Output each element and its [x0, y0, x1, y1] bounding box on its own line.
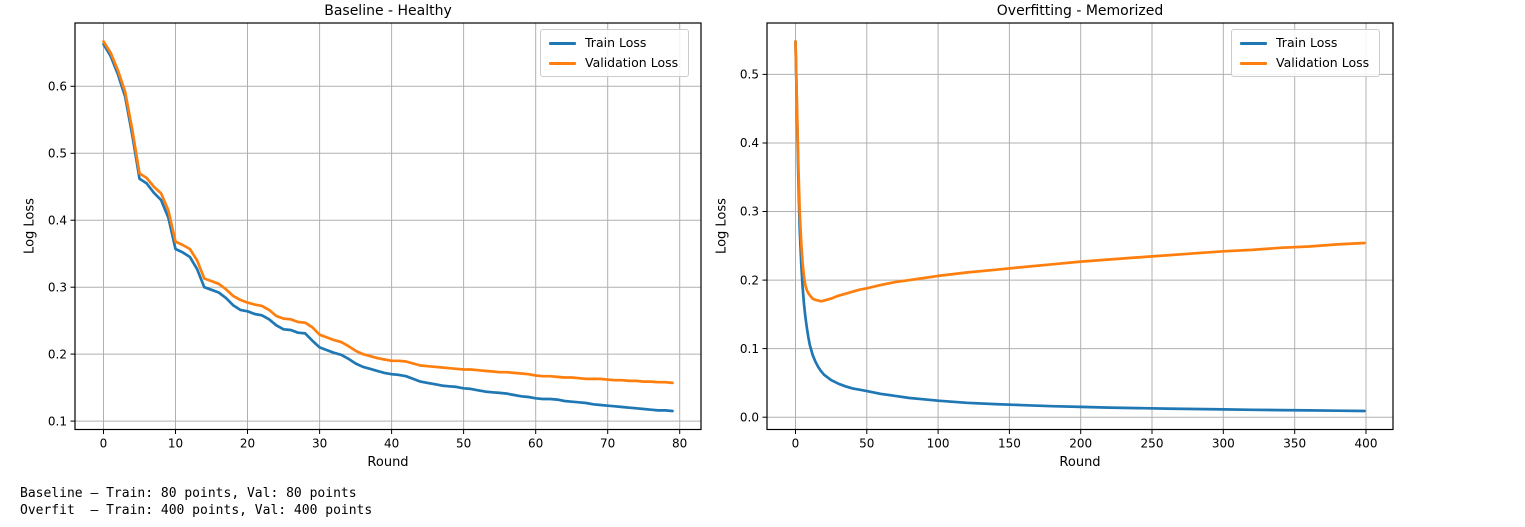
validation-loss-legend-label: Validation Loss	[1276, 55, 1370, 70]
overfit-chart-title: Overfitting - Memorized	[996, 3, 1164, 19]
y-tick-label: 0.4	[740, 136, 759, 150]
x-tick-label: 20	[240, 437, 255, 451]
overfit-xaxis-label: Round	[1059, 455, 1101, 470]
overfit-legend: Train Loss Validation Loss	[1231, 29, 1380, 77]
y-tick-label: 0.5	[48, 147, 67, 161]
train-loss-line-swatch	[549, 41, 576, 45]
axes-frame	[74, 22, 702, 431]
x-tick-label: 400	[1355, 437, 1378, 451]
legend-row-validation: Validation Loss	[1240, 53, 1371, 73]
x-tick-label: 0	[792, 437, 800, 451]
y-tick-label: 0.2	[740, 273, 759, 287]
baseline-legend: Train Loss Validation Loss	[540, 29, 689, 77]
baseline-chart-title: Baseline - Healthy	[324, 3, 452, 19]
y-tick-label: 0.0	[740, 410, 759, 424]
train-loss-line	[102, 42, 674, 413]
y-tick-label: 0.1	[740, 342, 759, 356]
baseline-xaxis-label: Round	[367, 455, 409, 470]
baseline-points-line: Baseline – Train: 80 points, Val: 80 poi…	[20, 486, 357, 501]
x-tick-label: 350	[1283, 437, 1306, 451]
baseline-yaxis-label: Log Loss	[22, 198, 38, 254]
validation-loss-line	[102, 40, 674, 385]
train-loss-legend-label: Train Loss	[585, 35, 647, 50]
y-tick-label: 0.3	[740, 205, 759, 219]
x-tick-label: 300	[1212, 437, 1235, 451]
y-tick-label: 0.4	[48, 213, 67, 227]
overfit-yaxis-label: Log Loss	[714, 198, 730, 254]
x-tick-label: 70	[600, 437, 615, 451]
axes-frame	[766, 22, 1394, 431]
x-tick-label: 30	[312, 437, 327, 451]
baseline-chart: 0 10 20 30 40 50 60 70 80 0.1 0.2 0.3 0.4 0.5 0.6	[48, 22, 702, 451]
y-tick-label: 0.3	[48, 280, 67, 294]
x-tick-label: 150	[998, 437, 1021, 451]
points-summary: Baseline – Train: 80 points, Val: 80 poi…	[20, 485, 372, 519]
x-tick-label: 50	[859, 437, 874, 451]
y-tick-label: 0.5	[740, 68, 759, 82]
x-tick-label: 50	[456, 437, 471, 451]
validation-loss-line-swatch	[549, 61, 576, 65]
legend-row-train: Train Loss	[549, 33, 680, 53]
legend-row-train: Train Loss	[1240, 33, 1371, 53]
x-tick-label: 40	[384, 437, 399, 451]
train-loss-line	[794, 40, 1366, 413]
validation-loss-line-swatch	[1240, 61, 1267, 65]
validation-loss-legend-label: Validation Loss	[585, 55, 679, 70]
train-loss-legend-label: Train Loss	[1276, 35, 1338, 50]
validation-loss-line	[794, 40, 1366, 303]
x-tick-label: 60	[528, 437, 543, 451]
y-tick-label: 0.6	[48, 80, 67, 94]
y-tick-label: 0.1	[48, 414, 67, 428]
x-tick-label: 100	[927, 437, 950, 451]
x-tick-label: 10	[168, 437, 183, 451]
x-tick-label: 80	[672, 437, 687, 451]
y-tick-label: 0.2	[48, 347, 67, 361]
train-loss-line-swatch	[1240, 41, 1267, 45]
overfit-points-line: Overfit – Train: 400 points, Val: 400 po…	[20, 503, 373, 518]
legend-row-validation: Validation Loss	[549, 53, 680, 73]
x-tick-label: 250	[1141, 437, 1164, 451]
x-tick-label: 0	[100, 437, 108, 451]
overfit-chart: 0 50 100 150 200 250 300 350 400 0.0 0.1 0.2 0.3 0.4 0…	[740, 22, 1394, 451]
x-tick-label: 200	[1069, 437, 1092, 451]
